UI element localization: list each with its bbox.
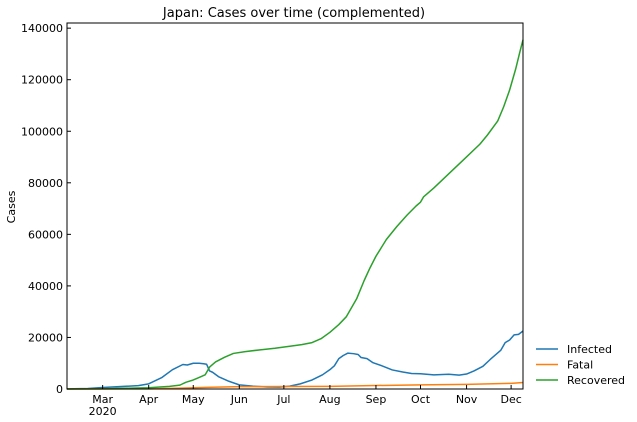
series-layer bbox=[66, 39, 524, 390]
y-tick-label: 140000 bbox=[21, 22, 63, 35]
legend-label-recovered: Recovered bbox=[567, 374, 625, 387]
x-tick-label: Dec bbox=[500, 393, 521, 406]
series-line-recovered bbox=[66, 39, 524, 390]
y-tick-label: 120000 bbox=[21, 74, 63, 87]
y-tick-label: 20000 bbox=[28, 331, 63, 344]
y-tick-label: 0 bbox=[56, 383, 63, 396]
x-tick-label: Nov bbox=[456, 393, 478, 406]
x-tick-label: Aug bbox=[319, 393, 340, 406]
chart-title: Japan: Cases over time (complemented) bbox=[162, 6, 425, 21]
series-line-infected bbox=[66, 330, 524, 390]
x-tick-label: Oct bbox=[411, 393, 431, 406]
legend: Infected Fatal Recovered bbox=[536, 343, 625, 387]
y-axis-ticks: 0 20000 40000 60000 80000 100000 120000 140000 bbox=[21, 22, 71, 396]
y-tick-label: 80000 bbox=[28, 177, 63, 190]
y-tick-label: 60000 bbox=[28, 228, 63, 241]
x-tick-sublabel: 2020 bbox=[89, 405, 117, 418]
y-tick-label: 40000 bbox=[28, 280, 63, 293]
x-tick-label: Jun bbox=[230, 393, 248, 406]
legend-label-infected: Infected bbox=[567, 343, 612, 356]
legend-label-fatal: Fatal bbox=[567, 359, 593, 372]
x-tick-label: May bbox=[182, 393, 205, 406]
y-tick-label: 100000 bbox=[21, 125, 63, 138]
x-tick-label: Sep bbox=[366, 393, 387, 406]
x-tick-label: Apr bbox=[139, 393, 159, 406]
x-tick-label: Jul bbox=[276, 393, 290, 406]
y-axis-label: Cases bbox=[5, 190, 18, 223]
x-tick-label: Mar bbox=[92, 393, 113, 406]
plot-frame bbox=[66, 22, 524, 390]
